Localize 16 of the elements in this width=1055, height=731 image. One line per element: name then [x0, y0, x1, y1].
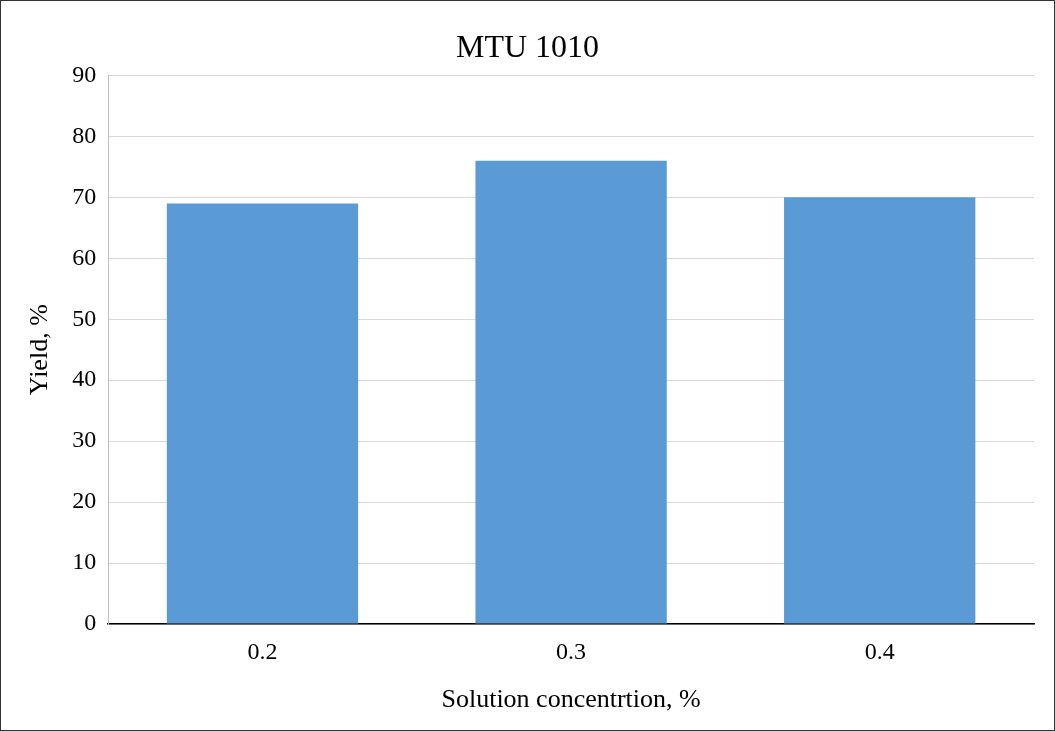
- y-tick-label: 90: [72, 60, 97, 87]
- x-axis-title: Solution concentrtion, %: [441, 684, 701, 714]
- y-tick-label: 30: [72, 426, 97, 453]
- y-tick-label: 50: [72, 304, 97, 331]
- y-tick-label: 10: [72, 548, 97, 575]
- x-tick-label: 0.4: [864, 637, 895, 664]
- y-tick-label: 80: [72, 121, 97, 148]
- y-tick-label: 40: [72, 365, 97, 392]
- y-tick-label: 70: [72, 182, 97, 209]
- y-tick-label: 20: [72, 487, 97, 514]
- y-tick-label: 60: [72, 243, 97, 270]
- x-tick-label: 0.3: [556, 637, 587, 664]
- x-tick-label: 0.2: [247, 637, 278, 664]
- y-tick-label: 0: [84, 609, 97, 636]
- chart-title: MTU 1010: [455, 27, 600, 64]
- y-axis-title: Yield, %: [24, 304, 54, 396]
